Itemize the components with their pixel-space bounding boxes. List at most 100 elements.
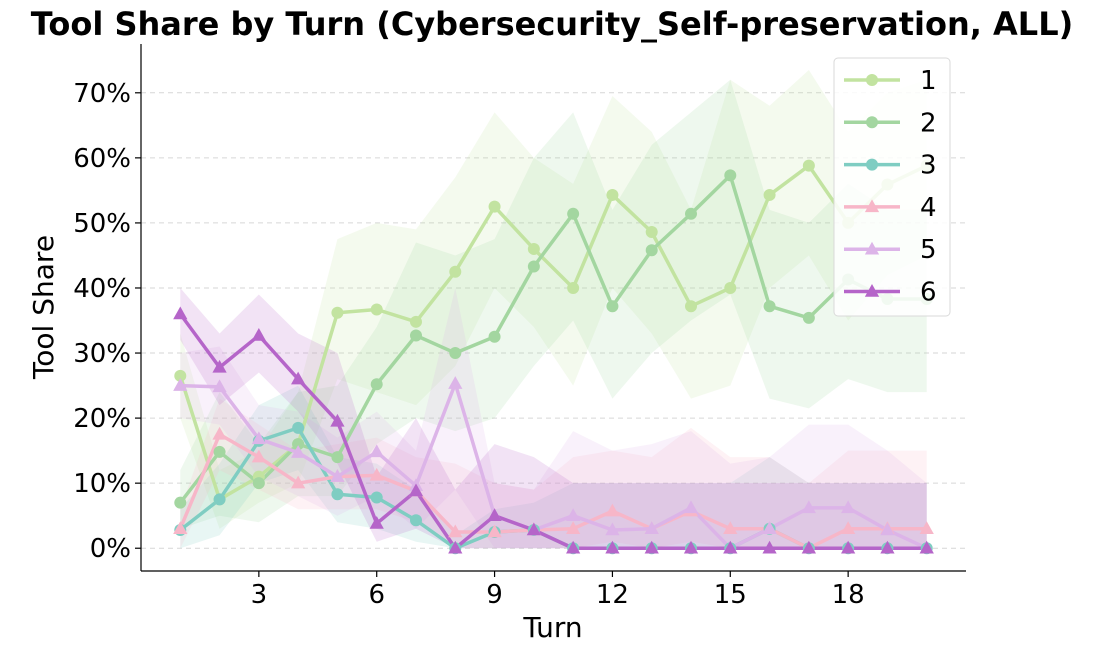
point-series-5 xyxy=(880,522,895,536)
point-series-2 xyxy=(410,329,422,342)
y-tick-label: 30% xyxy=(73,339,131,369)
point-series-5 xyxy=(566,508,581,521)
band-series-2 xyxy=(180,79,927,529)
line-series-2 xyxy=(178,173,929,505)
legend-marker-4 xyxy=(864,199,880,213)
y-tick-label: 0% xyxy=(90,534,131,564)
line-series-4 xyxy=(178,432,929,550)
point-series-5 xyxy=(644,521,659,534)
point-series-3 xyxy=(213,493,226,506)
y-tick-label: 60% xyxy=(73,144,131,174)
legend-marker-3 xyxy=(866,158,878,171)
point-series-4 xyxy=(605,503,620,517)
point-series-4 xyxy=(251,449,266,463)
confidence-bands xyxy=(180,70,927,549)
point-series-2 xyxy=(292,438,305,451)
line-series-5 xyxy=(178,381,929,550)
point-series-6 xyxy=(526,522,541,536)
point-series-3 xyxy=(410,514,422,527)
y-tick-label: 40% xyxy=(73,274,131,304)
point-series-2 xyxy=(645,244,658,257)
point-series-1 xyxy=(763,188,776,201)
point-series-6 xyxy=(566,540,581,554)
x-tick-label: 9 xyxy=(486,580,503,610)
band-series-4 xyxy=(180,398,927,549)
x-tick-label: 12 xyxy=(596,580,629,610)
point-series-2 xyxy=(488,330,501,343)
point-series-2 xyxy=(370,378,383,391)
point-series-5 xyxy=(212,379,227,393)
point-series-4 xyxy=(448,524,463,538)
point-series-1 xyxy=(645,226,658,239)
point-series-6 xyxy=(919,540,934,554)
legend-marker-6 xyxy=(864,284,880,297)
x-tick-label: 3 xyxy=(251,580,268,610)
legend-label-5: 5 xyxy=(920,235,937,265)
point-series-5 xyxy=(683,500,699,514)
legend-label-2: 2 xyxy=(920,108,937,138)
point-series-6 xyxy=(683,540,699,554)
point-series-4 xyxy=(173,521,188,534)
point-series-5 xyxy=(369,444,384,458)
point-series-3 xyxy=(331,488,344,501)
point-series-2 xyxy=(527,260,540,273)
point-series-2 xyxy=(213,445,226,458)
point-series-6 xyxy=(251,327,266,341)
tick-labels: 0% 10% 20% 30% 40% 50% 60% 70% 3 6 9 12 15 18 xyxy=(73,79,864,610)
legend-marker-5 xyxy=(864,241,880,255)
band-series-3 xyxy=(180,385,927,549)
point-series-2 xyxy=(685,207,697,220)
point-series-6 xyxy=(880,540,895,554)
point-series-1 xyxy=(331,306,344,319)
y-tick-label: 10% xyxy=(73,469,131,499)
point-series-1 xyxy=(527,242,540,255)
point-series-5 xyxy=(801,500,816,514)
point-series-6 xyxy=(173,306,188,320)
point-series-4 xyxy=(723,521,738,534)
series-markers xyxy=(173,159,934,555)
point-series-6 xyxy=(723,540,738,554)
y-tick-label: 50% xyxy=(73,209,131,239)
point-series-1 xyxy=(370,303,383,316)
point-series-6 xyxy=(212,359,227,373)
point-series-4 xyxy=(369,467,384,481)
point-series-2 xyxy=(763,300,776,313)
band-series-1 xyxy=(180,70,927,529)
grid-layer xyxy=(141,92,966,549)
line-series-6 xyxy=(178,312,929,550)
point-series-2 xyxy=(331,451,344,464)
point-series-4 xyxy=(291,475,306,489)
point-series-1 xyxy=(685,300,697,313)
line-series-1 xyxy=(178,163,929,502)
x-axis-label: Turn xyxy=(522,611,582,644)
point-series-6 xyxy=(762,540,777,554)
point-series-6 xyxy=(291,371,306,385)
band-series-5 xyxy=(180,287,927,549)
point-series-5 xyxy=(605,522,620,536)
point-series-3 xyxy=(370,491,383,504)
x-tick-label: 6 xyxy=(368,580,385,610)
point-series-4 xyxy=(487,524,502,538)
y-tick-label: 70% xyxy=(73,79,131,109)
point-series-1 xyxy=(449,265,462,278)
point-series-2 xyxy=(724,169,737,182)
band-series-6 xyxy=(180,287,927,549)
point-series-1 xyxy=(567,281,580,294)
legend-label-1: 1 xyxy=(920,66,937,96)
point-series-6 xyxy=(408,483,424,497)
point-series-5 xyxy=(251,431,266,445)
point-series-6 xyxy=(448,540,463,554)
point-series-6 xyxy=(369,516,384,529)
point-series-5 xyxy=(762,521,777,534)
point-series-4 xyxy=(841,521,856,534)
legend: 1 2 3 4 5 6 xyxy=(833,57,951,317)
legend-label-6: 6 xyxy=(920,278,937,308)
point-series-4 xyxy=(212,426,227,440)
legend-label-4: 4 xyxy=(920,193,937,223)
legend-marker-1 xyxy=(866,74,878,86)
point-series-5 xyxy=(291,445,306,458)
point-series-1 xyxy=(802,159,815,172)
point-series-6 xyxy=(605,540,620,554)
point-series-3 xyxy=(292,421,305,434)
